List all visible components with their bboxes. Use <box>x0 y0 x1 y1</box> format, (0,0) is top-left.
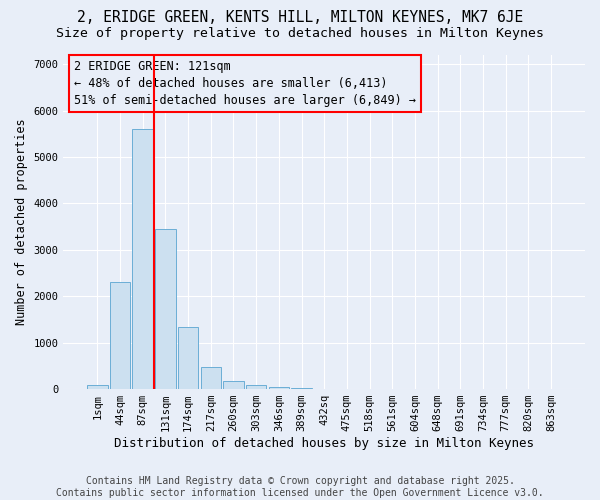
Text: 2, ERIDGE GREEN, KENTS HILL, MILTON KEYNES, MK7 6JE: 2, ERIDGE GREEN, KENTS HILL, MILTON KEYN… <box>77 10 523 25</box>
Bar <box>200 368 221 389</box>
Bar <box>133 129 153 389</box>
Bar <box>223 381 244 389</box>
Bar <box>155 229 176 389</box>
Text: Size of property relative to detached houses in Milton Keynes: Size of property relative to detached ho… <box>56 28 544 40</box>
Bar <box>292 388 312 389</box>
Text: 2 ERIDGE GREEN: 121sqm
← 48% of detached houses are smaller (6,413)
51% of semi-: 2 ERIDGE GREEN: 121sqm ← 48% of detached… <box>74 60 416 107</box>
Bar <box>178 328 198 389</box>
Bar <box>269 387 289 389</box>
Bar <box>87 386 107 389</box>
Y-axis label: Number of detached properties: Number of detached properties <box>15 118 28 326</box>
Bar <box>110 282 130 389</box>
Text: Contains HM Land Registry data © Crown copyright and database right 2025.
Contai: Contains HM Land Registry data © Crown c… <box>56 476 544 498</box>
Bar <box>246 385 266 389</box>
X-axis label: Distribution of detached houses by size in Milton Keynes: Distribution of detached houses by size … <box>114 437 534 450</box>
